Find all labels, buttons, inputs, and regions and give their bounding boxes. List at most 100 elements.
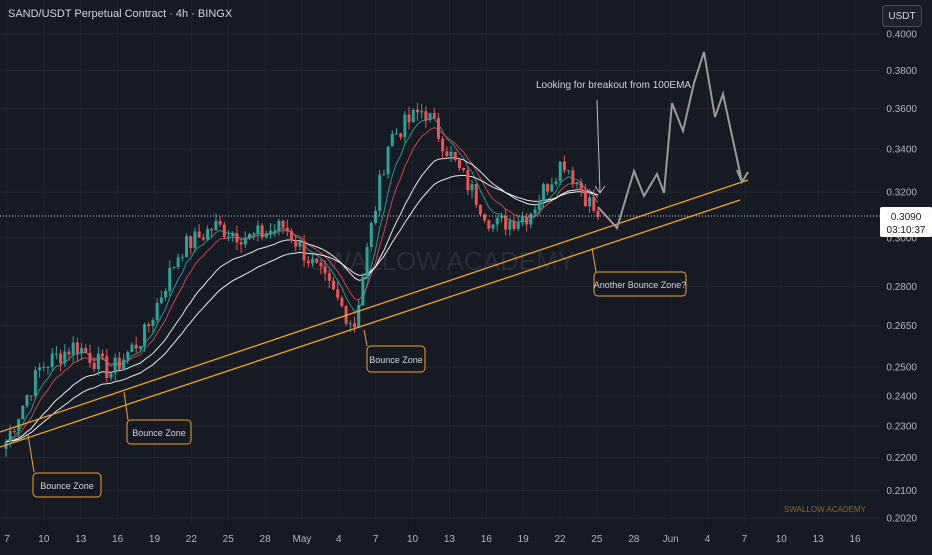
candle-body: [151, 320, 155, 327]
x-tick-label: 28: [628, 534, 640, 545]
projection-arrowhead: [736, 169, 749, 185]
ema-100-line: [5, 157, 599, 443]
candle-body: [390, 134, 394, 147]
candle-body: [441, 138, 445, 152]
candle-body: [516, 222, 520, 229]
candle-body: [394, 133, 398, 135]
candle-body: [12, 430, 16, 432]
candle-body: [436, 118, 440, 139]
trendline-upper: [0, 179, 749, 433]
projection-path: [597, 51, 743, 230]
y-tick-label: 0.3400: [886, 145, 917, 156]
x-tick-label: 16: [849, 534, 861, 545]
x-tick-label: 16: [481, 534, 493, 545]
x-tick-label: 22: [186, 534, 198, 545]
candle-body: [352, 323, 356, 328]
candle-body: [470, 184, 474, 191]
candle-body: [176, 257, 180, 268]
candle-body: [361, 276, 365, 305]
chart-title: SAND/USDT Perpetual Contract · 4h · BING…: [8, 8, 233, 20]
candle-body: [42, 366, 46, 368]
breakout-arrowhead: [594, 185, 606, 194]
bounce-zone-2[interactable]: Bounce Zone: [123, 391, 192, 445]
candle-body: [520, 216, 524, 223]
y-tick-label: 0.2650: [886, 321, 917, 332]
candle-body: [113, 357, 117, 374]
candle-body: [273, 230, 277, 232]
candle-body: [59, 353, 63, 364]
y-tick-label: 0.2800: [886, 282, 917, 293]
candle-body: [306, 260, 310, 264]
candle-body: [533, 209, 537, 214]
y-tick-label: 0.3200: [886, 188, 917, 199]
y-tick-label: 0.2100: [886, 486, 917, 497]
candle-body: [117, 357, 121, 370]
candle-body: [411, 109, 415, 123]
candle-body: [290, 231, 294, 241]
candle-body: [281, 220, 285, 228]
candle-body: [357, 304, 361, 328]
x-tick-label: 10: [38, 534, 50, 545]
x-tick-label: 13: [75, 534, 87, 545]
candle-body: [210, 228, 214, 231]
candle-body: [445, 151, 449, 157]
bounce-zone-3[interactable]: Bounce Zone: [363, 329, 426, 373]
x-tick-label: 13: [813, 534, 825, 545]
candle-body: [122, 359, 126, 370]
candle-body: [8, 430, 12, 442]
x-tick-label: 7: [373, 534, 379, 545]
small-watermark: SWALLOW ACADEMY: [784, 505, 867, 514]
time-axis[interactable]: 7 10 13 16 19 22 25 28 May 4 7 10 13 16 19 22 25 28 Jun 4 7 1…: [4, 534, 861, 545]
candle-body: [596, 210, 600, 217]
candle-body: [243, 238, 247, 245]
y-tick-label: 0.3600: [886, 104, 917, 115]
candle-body: [575, 182, 579, 184]
price-axis[interactable]: 0.4000 0.3800 0.3600 0.3400 0.3200 0.3000 0.28…: [880, 0, 932, 550]
candle-body: [449, 151, 453, 157]
candle-body: [50, 353, 54, 367]
candle-body: [252, 233, 256, 235]
candle-body: [201, 237, 205, 240]
price-tag: 0.3090 03:10:37: [880, 207, 932, 237]
x-tick-label: 13: [444, 534, 456, 545]
candle-body: [550, 184, 554, 192]
y-tick-label: 0.2300: [886, 422, 917, 433]
x-tick-label: 22: [554, 534, 566, 545]
candle-body: [96, 353, 100, 370]
candle-body: [415, 109, 419, 113]
price-tag-countdown: 03:10:37: [887, 225, 926, 236]
candle-body: [453, 151, 457, 160]
candle-body: [407, 114, 411, 123]
candle-body: [537, 201, 541, 210]
candle-body: [248, 233, 252, 239]
bounce-zone-1[interactable]: Bounce Zone: [27, 434, 102, 498]
candle-body: [462, 168, 466, 171]
candle-body: [88, 352, 92, 363]
y-tick-label: 0.2500: [886, 362, 917, 373]
candle-body: [101, 353, 105, 357]
candle-body: [319, 262, 323, 267]
candle-body: [155, 303, 159, 321]
candle-body: [256, 225, 260, 234]
candle-body: [546, 184, 550, 192]
candle-body: [478, 204, 482, 215]
candle-body: [189, 236, 193, 249]
candle-body: [260, 225, 264, 238]
bounce-zone-4[interactable]: Another Bounce Zone?: [591, 247, 687, 297]
candle-body: [21, 405, 25, 420]
candle-body: [277, 220, 281, 231]
candle-body: [378, 174, 382, 211]
bounce-zone-2-label: Bounce Zone: [132, 428, 186, 438]
candle-body: [491, 224, 495, 229]
candle-body: [33, 370, 37, 396]
candle-body: [143, 324, 147, 347]
currency-unit-button[interactable]: USDT: [882, 5, 922, 27]
candle-body: [386, 146, 390, 175]
candle-body: [264, 233, 268, 238]
candle-body: [474, 184, 478, 205]
candle-body: [315, 258, 319, 263]
candle-body: [239, 242, 243, 245]
x-tick-label: 7: [742, 534, 748, 545]
x-tick-label: Jun: [663, 534, 679, 545]
